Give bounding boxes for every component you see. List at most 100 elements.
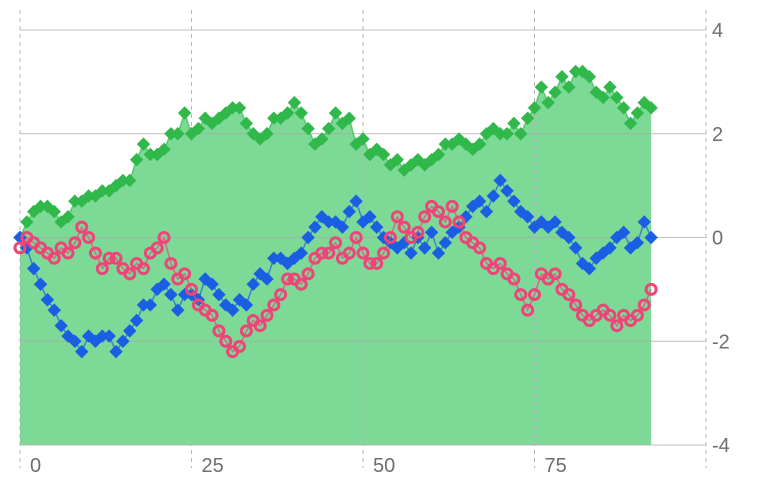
series-1-point — [81, 329, 96, 343]
series-2-point — [507, 272, 521, 286]
series-2-point — [136, 262, 150, 276]
series-2-point — [267, 298, 281, 312]
series-1-point — [472, 194, 487, 208]
series-1-point — [493, 173, 507, 188]
series-0-point — [541, 95, 555, 110]
series-2-point — [390, 210, 404, 224]
series-2-point — [342, 246, 356, 260]
series-0-point — [370, 142, 384, 157]
series-1-point — [294, 246, 308, 260]
series-2-point — [82, 231, 96, 244]
y-tick-label: 4 — [712, 20, 723, 42]
series-0-point — [644, 101, 658, 115]
series-1-point — [562, 230, 576, 245]
series-2-point — [212, 324, 226, 338]
series-0-point — [520, 111, 535, 125]
series-1-point — [40, 293, 55, 307]
series-2-point — [356, 246, 370, 260]
series-1-point — [33, 277, 48, 291]
series-2-point — [68, 236, 82, 250]
series-2-point — [178, 267, 192, 281]
y-tick-label: -4 — [712, 435, 730, 457]
series-2-point — [377, 246, 391, 260]
series-1-point — [260, 272, 274, 286]
series-1-point — [129, 313, 144, 328]
series-1-point — [246, 277, 260, 291]
series-2-point — [75, 220, 89, 234]
y-tick-label: 2 — [712, 124, 723, 146]
series-1-point — [68, 334, 82, 348]
series-1-point — [102, 329, 116, 343]
series-0-point — [328, 106, 343, 120]
axis-layer: -4 -2 0 2 4 0 25 50 75 — [30, 20, 730, 477]
series-2-point — [637, 298, 651, 312]
series-2-point — [47, 251, 61, 265]
series-1-point — [514, 204, 528, 219]
series-0-point — [390, 152, 405, 167]
series-0-point — [157, 142, 171, 157]
series-1-point — [404, 246, 418, 260]
series-0-point — [486, 121, 501, 136]
series-2-point — [164, 256, 178, 270]
series-0-point — [301, 121, 315, 136]
series-2-point — [102, 251, 116, 265]
series-2-point — [431, 205, 445, 219]
series-1-point — [47, 303, 62, 317]
series-2-point — [569, 298, 583, 312]
series-2-point — [363, 256, 377, 270]
series-0-point — [472, 137, 487, 151]
series-0-point — [280, 106, 295, 120]
series-0-point — [315, 132, 329, 146]
series-1-point — [637, 215, 651, 229]
series-0-point — [171, 127, 185, 141]
series-0-point — [376, 147, 391, 162]
series-0-point — [342, 111, 356, 125]
series-2-point — [349, 231, 363, 244]
series-0-point — [136, 137, 151, 151]
series-0-point — [232, 101, 247, 115]
series-0-point — [191, 121, 206, 136]
series-2-point — [281, 272, 295, 286]
series-1-point — [205, 277, 219, 291]
series-0-point — [582, 69, 597, 84]
series-0-point — [260, 127, 274, 141]
series-0-point — [452, 132, 466, 146]
series-2-point — [95, 262, 109, 276]
series-1-point — [500, 184, 514, 198]
series-2-point — [157, 231, 171, 244]
series-1-point — [157, 277, 171, 291]
series-0-point — [500, 127, 514, 141]
series-1-point — [534, 215, 549, 229]
series-0-point — [294, 106, 308, 120]
series-1-point — [520, 210, 535, 224]
series-1-point — [438, 235, 453, 250]
series-0-point — [610, 90, 624, 105]
series-1-point — [328, 215, 343, 229]
series-2-point — [418, 210, 432, 224]
series-2-point — [603, 308, 617, 322]
series-0-point — [630, 106, 645, 120]
series-0-point — [321, 121, 336, 136]
series-1-point — [143, 298, 158, 312]
series-1-point — [555, 225, 569, 240]
x-tick-label: 50 — [373, 455, 395, 477]
x-tick-label: 75 — [545, 455, 567, 477]
series-1-point — [370, 220, 384, 234]
x-tick-label: 0 — [30, 455, 41, 477]
series-1-point — [335, 220, 350, 234]
series-0-point — [514, 127, 528, 141]
series-1-point — [630, 235, 645, 250]
series-0-point — [47, 204, 62, 219]
series-1-point — [239, 298, 254, 312]
series-2-point — [397, 220, 411, 234]
series-2-point — [315, 246, 329, 260]
series-2-point — [205, 308, 219, 322]
series-1-point — [54, 318, 68, 333]
series-0-point — [596, 90, 610, 105]
y-tick-label: -2 — [712, 331, 730, 353]
series-1-point — [507, 194, 521, 208]
x-tick-label: 25 — [202, 455, 224, 477]
series-1-point — [418, 241, 432, 255]
series-2-point — [445, 199, 459, 213]
